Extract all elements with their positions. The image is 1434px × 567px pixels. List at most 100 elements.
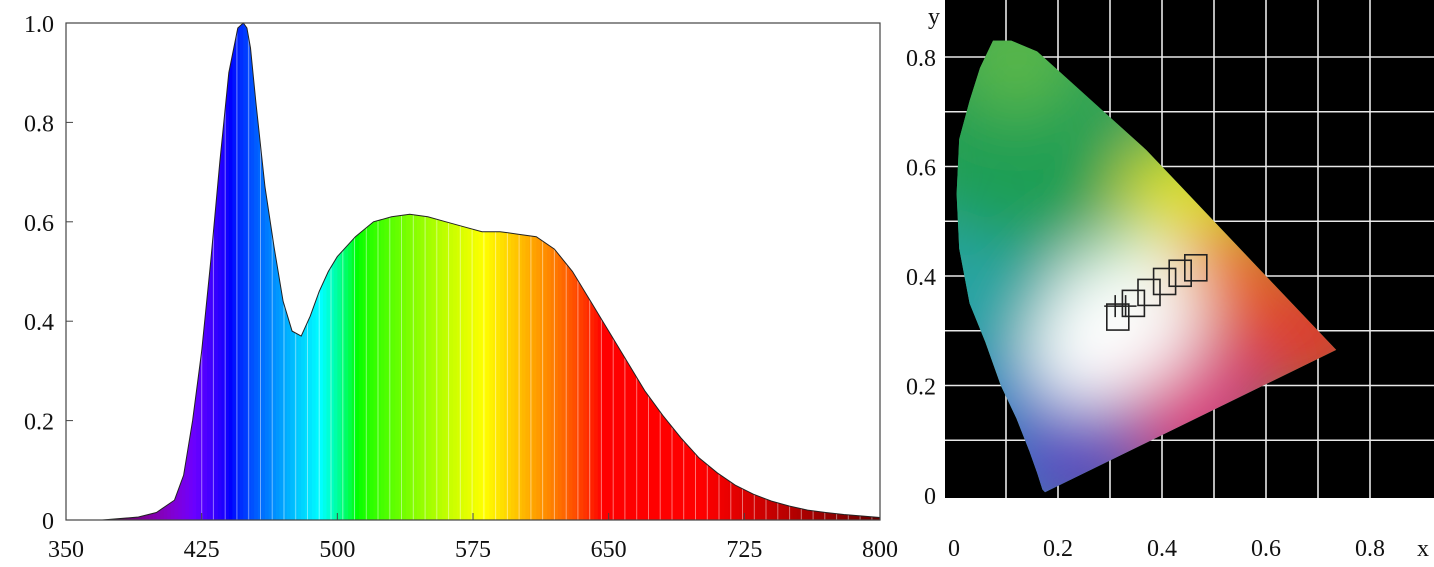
- spectrum-y-tick-label: 0.2: [24, 410, 54, 436]
- spectrum-color-band: [594, 23, 599, 520]
- spectrum-color-band: [91, 23, 95, 520]
- cie-x-ticks: 0 0.2 0.4 0.6 0.8: [948, 536, 1385, 562]
- spectrum-color-band: [539, 23, 545, 520]
- spectrum-color-band: [858, 23, 863, 520]
- spectrum-x-tick-label: 800: [862, 537, 898, 563]
- spectrum-color-band: [424, 23, 429, 520]
- spectrum-color-band: [818, 23, 823, 520]
- spectrum-color-band: [225, 23, 230, 520]
- spectrum-color-band: [804, 23, 809, 520]
- spectrum-color-band: [554, 23, 559, 520]
- spectrum-color-band: [286, 23, 291, 520]
- spectrum-x-tick-label: 350: [48, 537, 84, 563]
- spectrum-color-band: [359, 23, 364, 520]
- spectrum-color-band: [413, 23, 418, 520]
- spectrum-color-band: [156, 23, 161, 520]
- spectrum-color-band: [677, 23, 682, 520]
- spectrum-color-band: [402, 23, 407, 520]
- spectrum-color-band: [728, 23, 733, 520]
- cie-x-tick-label: 0.2: [1043, 536, 1073, 562]
- spectrum-color-band: [279, 23, 284, 520]
- spectrum-color-band: [351, 23, 357, 520]
- spectrum-color-band: [532, 23, 537, 520]
- spectrum-color-band: [626, 23, 631, 520]
- spectrum-color-band: [210, 23, 215, 520]
- spectrum-color-band: [474, 23, 480, 520]
- spectrum-color-band: [355, 23, 360, 520]
- spectrum-color-band: [312, 23, 317, 520]
- spectrum-color-band: [348, 23, 353, 520]
- spectrum-color-band: [203, 23, 208, 520]
- cie-x-tick-label: 0.6: [1251, 536, 1281, 562]
- spectrum-color-band: [619, 23, 624, 520]
- spectrum-color-band: [120, 23, 125, 520]
- spectrum-color-band: [865, 23, 870, 520]
- cie-color-blob: [1029, 297, 1139, 408]
- spectrum-color-band: [167, 23, 172, 520]
- spectrum-color-band: [254, 23, 259, 520]
- spectrum-color-band: [73, 23, 77, 520]
- spectrum-color-band: [366, 23, 371, 520]
- spectrum-color-band: [453, 23, 458, 520]
- spectrum-color-band: [70, 23, 74, 520]
- spectrum-color-band: [384, 23, 389, 520]
- spectrum-color-band: [80, 23, 84, 520]
- spectrum-x-tick-label: 425: [184, 537, 220, 563]
- spectrum-color-band: [822, 23, 827, 520]
- spectrum-color-band: [630, 23, 635, 520]
- cie-x-tick-label: 0: [948, 536, 960, 562]
- spectrum-color-band: [590, 23, 595, 520]
- spectrum-color-band: [471, 23, 476, 520]
- spectrum-color-band: [272, 23, 277, 520]
- spectrum-color-band: [775, 23, 780, 520]
- spectrum-color-band: [478, 23, 483, 520]
- spectrum-color-band: [214, 23, 219, 520]
- spectrum-color-band: [507, 23, 512, 520]
- spectrum-color-band: [749, 23, 754, 520]
- spectrum-color-band: [66, 23, 70, 520]
- spectrum-color-band: [489, 23, 494, 520]
- spectrum-color-band: [163, 23, 168, 520]
- spectrum-color-band: [246, 23, 252, 520]
- spectrum-color-band: [427, 23, 432, 520]
- spectrum-color-band: [583, 23, 588, 520]
- spectrum-color-band: [431, 23, 436, 520]
- spectrum-color-band: [840, 23, 845, 520]
- cie-y-tick-label: 0.8: [906, 46, 936, 72]
- cie-color-blob: [1248, 266, 1337, 407]
- spectrum-y-ticks: 0 0.2 0.4 0.6 0.8 1.0: [24, 12, 73, 535]
- spectrum-color-band: [395, 23, 400, 520]
- spectrum-color-band: [192, 23, 197, 520]
- spectrum-color-band: [601, 23, 606, 520]
- spectrum-color-band: [228, 23, 234, 520]
- spectrum-color-band: [435, 23, 440, 520]
- spectrum-color-band: [811, 23, 816, 520]
- spectrum-y-tick-label: 0.4: [24, 310, 54, 336]
- spectrum-y-tick-label: 1.0: [24, 12, 54, 38]
- spectrum-x-tick-label: 650: [591, 537, 627, 563]
- spectrum-color-band: [189, 23, 194, 520]
- spectrum-color-band: [789, 23, 794, 520]
- spectrum-color-band: [181, 23, 186, 520]
- spectrum-color-band: [105, 23, 111, 520]
- cie-planckian-box: [1121, 289, 1146, 318]
- spectrum-color-band: [503, 23, 508, 520]
- spectrum-color-band: [731, 23, 736, 520]
- spectrum-color-band: [387, 23, 393, 520]
- cie-color-blob: [956, 40, 1077, 117]
- spectrum-color-band: [510, 23, 516, 520]
- spectrum-color-band: [807, 23, 812, 520]
- spectrum-color-band: [398, 23, 404, 520]
- spectrum-color-band: [688, 23, 693, 520]
- spectrum-color-band: [333, 23, 338, 520]
- spectrum-x-tick-label: 725: [726, 537, 762, 563]
- spectrum-color-band: [760, 23, 765, 520]
- spectrum-x-tick-label: 575: [455, 537, 491, 563]
- spectrum-y-tick-label: 0.8: [24, 111, 54, 137]
- spectrum-color-band: [304, 23, 309, 520]
- spectrum-color-band: [445, 23, 451, 520]
- spectrum-color-band: [178, 23, 183, 520]
- spectrum-color-band: [550, 23, 555, 520]
- spectrum-color-band: [829, 23, 834, 520]
